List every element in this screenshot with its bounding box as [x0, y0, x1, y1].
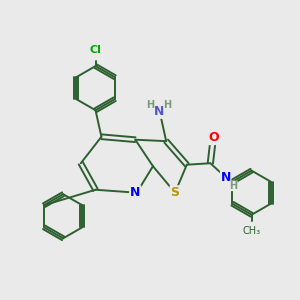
Text: H: H — [146, 100, 154, 110]
Text: O: O — [208, 131, 219, 144]
Text: Cl: Cl — [90, 46, 101, 56]
Text: N: N — [130, 186, 140, 199]
Text: CH₃: CH₃ — [242, 226, 261, 236]
Text: H: H — [164, 100, 172, 110]
Text: N: N — [220, 171, 231, 184]
Text: H: H — [229, 181, 237, 191]
Text: N: N — [154, 105, 164, 118]
Text: S: S — [170, 186, 179, 199]
